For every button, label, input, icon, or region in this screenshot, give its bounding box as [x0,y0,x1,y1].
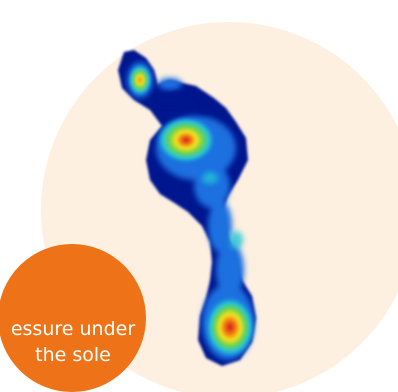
caption-line-2: the sole [35,344,111,366]
caption-line-1: essure under [10,318,136,340]
ball-hotspot [156,116,216,164]
foot-heatmap [118,50,256,366]
toe-hotspot [128,64,152,96]
caption-badge [0,244,146,392]
heel-hotspot [204,292,256,356]
